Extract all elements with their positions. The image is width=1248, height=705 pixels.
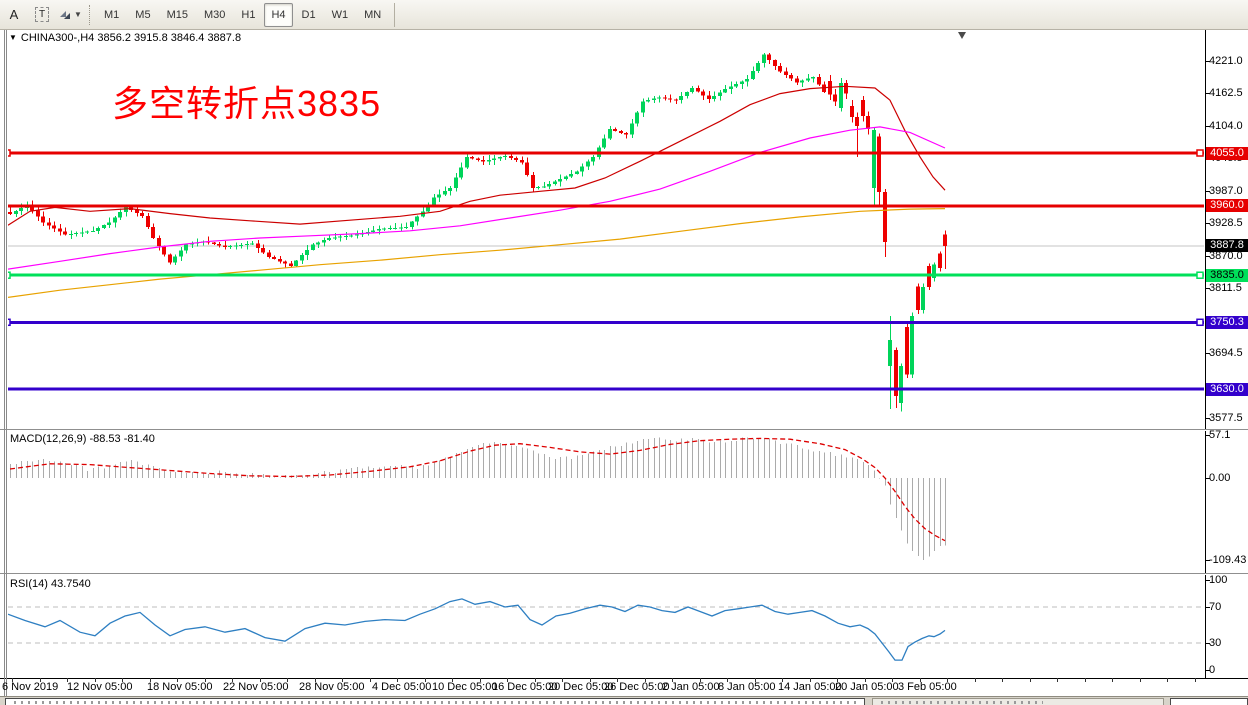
clipped-text [14, 701, 856, 704]
date-label: 28 Nov 05:00 [299, 681, 365, 693]
date-label: 20 Dec 05:00 [548, 681, 614, 693]
price-badge-4055.0: 4055.0 [1206, 146, 1248, 160]
date-label: 16 Dec 05:00 [492, 681, 558, 693]
price-tick-3870.0: 3870.0 [1209, 249, 1243, 262]
price-tick-4104.0: 4104.0 [1209, 119, 1243, 132]
line-handle[interactable] [1196, 318, 1204, 327]
bottom-tab-strip [0, 696, 1248, 705]
rsi-pane[interactable] [8, 598, 1204, 661]
clipped-text [881, 701, 1043, 704]
timeframe-button-m5[interactable]: M5 [135, 8, 151, 21]
price-tick-3811.5: 3811.5 [1209, 282, 1242, 295]
rsi-tick-70: 70 [1209, 601, 1222, 613]
line-handle[interactable] [1196, 149, 1204, 157]
arrows-tool-button[interactable]: ▼ [57, 3, 83, 27]
price-badge-3835.0: 3835.0 [1206, 268, 1248, 282]
timeframe-button-h1[interactable]: H1 [241, 8, 256, 21]
arrows-shapes-icon [60, 10, 71, 19]
macd-signal-line [9, 437, 946, 542]
time-axis: 6 Nov 2019 12 Nov 05:00 18 Nov 05:00 22 Nov… [0, 681, 1248, 695]
price-tick-3987.0: 3987.0 [1209, 184, 1243, 197]
line-handle[interactable] [4, 271, 11, 279]
chart-annotation-text[interactable]: 多空转折点3835 [112, 83, 382, 124]
macd-pane[interactable] [9, 437, 946, 560]
price-tick-3928.5: 3928.5 [1209, 217, 1243, 230]
rsi-tick-100: 100 [1209, 574, 1228, 586]
date-label: 3 Feb 05:00 [898, 681, 957, 693]
date-label: 14 Jan 05:00 [778, 681, 842, 693]
price-tick-3694.5: 3694.5 [1209, 347, 1243, 360]
chart-shift-marker-icon[interactable] [958, 32, 966, 39]
timeframe-button-h4[interactable]: H4 [264, 2, 293, 27]
rsi-line [8, 598, 946, 661]
date-label: 26 Dec 05:00 [604, 681, 670, 693]
price-tick-3577.5: 3577.5 [1209, 412, 1243, 425]
text-label-tool-button[interactable]: T [29, 3, 55, 27]
rsi-indicator-label: RSI(14) 43.7540 [10, 578, 91, 590]
bottom-tab-1[interactable] [5, 698, 865, 705]
rsi-tick-0: 0 [1209, 664, 1216, 676]
dropdown-caret-icon: ▼ [74, 10, 82, 19]
chart-title-text: CHINA300-,H4 3856.2 3915.8 3846.4 3887.8 [20, 32, 242, 44]
candlestick-series [8, 52, 947, 412]
text-tool-icon: T [34, 7, 50, 22]
timeframe-button-mn[interactable]: MN [364, 8, 382, 21]
font-tool-button[interactable]: A [9, 7, 19, 22]
collapse-caret-icon[interactable]: ▼ [9, 33, 17, 42]
bottom-tab-2[interactable] [872, 698, 1164, 705]
rsi-tick-30: 30 [1209, 637, 1222, 649]
date-label: 6 Nov 2019 [2, 681, 59, 693]
price-badge-3630.0: 3630.0 [1206, 382, 1248, 396]
macd-tick-0.00: 0.00 [1209, 472, 1231, 484]
line-handle[interactable] [4, 149, 11, 157]
chart-title: ▼ CHINA300-,H4 3856.2 3915.8 3846.4 3887.… [9, 32, 241, 44]
line-handle[interactable] [1196, 271, 1204, 279]
toolbar-grip [89, 4, 90, 25]
price-tick-4221.0: 4221.0 [1209, 54, 1243, 67]
price-badge-3887.8: 3887.8 [1206, 239, 1248, 253]
line-handle[interactable] [4, 318, 11, 327]
date-label: 12 Nov 05:00 [67, 681, 133, 693]
timeframe-group: M1 M5 M15 M30 H1 H4 D1 W1 MN [96, 2, 389, 27]
ma-mid-magenta [8, 126, 946, 270]
timeframe-button-m15[interactable]: M15 [166, 8, 188, 21]
date-label: 18 Nov 05:00 [147, 681, 213, 693]
ma-fast-red [8, 85, 946, 226]
toolbar: A T ▼ M1 M5 M15 M30 H1 H4 D1 W1 MN [0, 0, 1248, 30]
ma-slow-orange [8, 208, 946, 298]
date-label: 8 Jan 05:00 [718, 681, 776, 693]
date-label: 2 Jan 05:00 [662, 681, 720, 693]
price-tick-4162.5: 4162.5 [1209, 87, 1243, 100]
timeframe-button-d1[interactable]: D1 [301, 8, 316, 21]
timeframe-button-w1[interactable]: W1 [331, 8, 349, 21]
date-label: 4 Dec 05:00 [372, 681, 432, 693]
timeframe-button-m1[interactable]: M1 [104, 8, 120, 21]
macd-tick--109.43: -109.43 [1209, 553, 1247, 566]
price-badge-3750.3: 3750.3 [1206, 315, 1248, 329]
toolbar-separator [394, 2, 396, 27]
date-label: 22 Nov 05:00 [223, 681, 289, 693]
timeframe-button-m30[interactable]: M30 [203, 8, 226, 21]
price-badge-3960.0: 3960.0 [1206, 199, 1248, 213]
macd-tick-57.1: 57.1 [1209, 429, 1231, 442]
date-label: 10 Dec 05:00 [432, 681, 498, 693]
date-label: 20 Jan 05:00 [835, 681, 899, 693]
main-price-pane[interactable] [4, 52, 1204, 412]
macd-indicator-label: MACD(12,26,9) -88.53 -81.40 [10, 433, 155, 445]
